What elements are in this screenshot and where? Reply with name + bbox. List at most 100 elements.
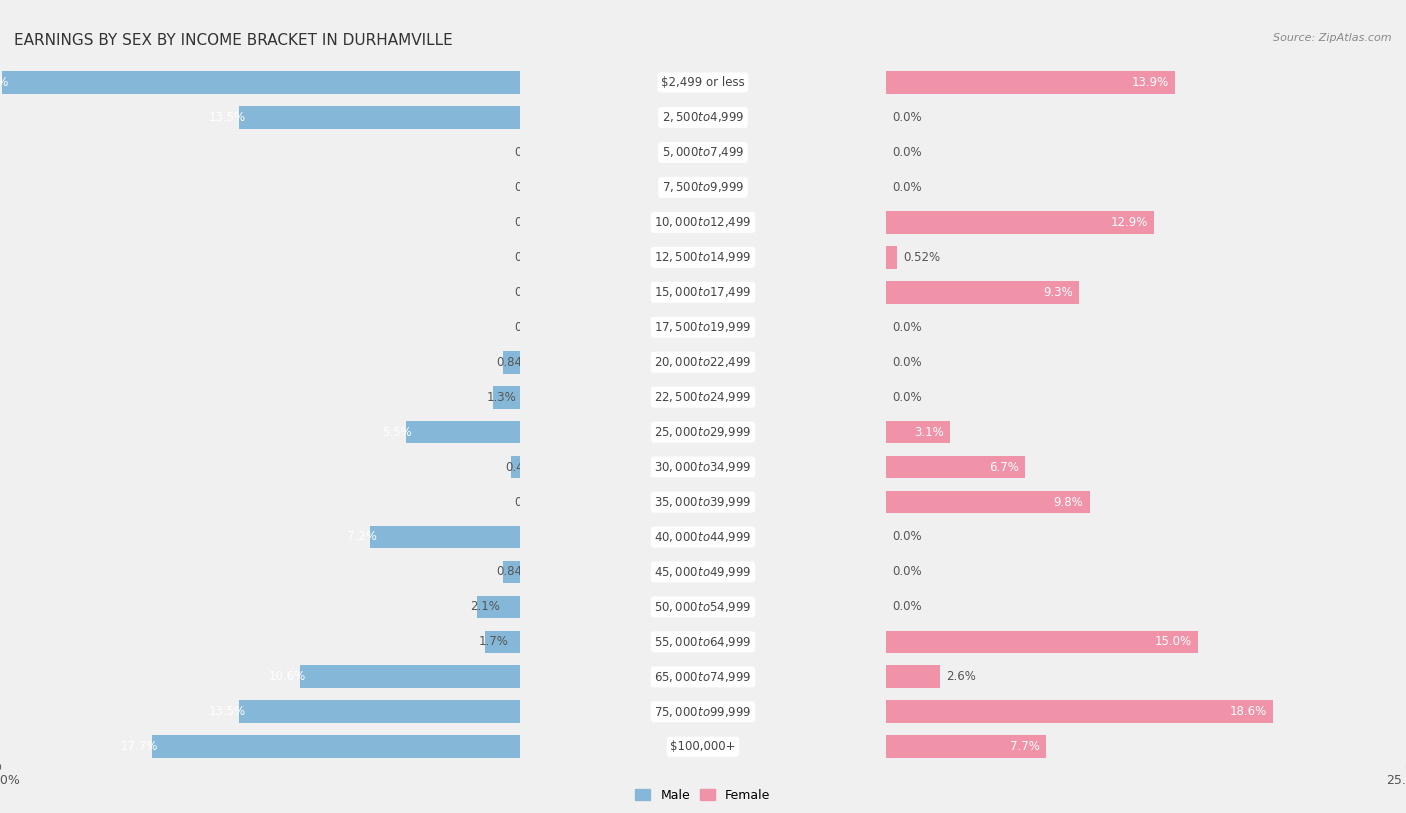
Text: $45,000 to $49,999: $45,000 to $49,999 — [654, 565, 752, 579]
Bar — [520, 485, 1406, 520]
Bar — [520, 520, 1406, 554]
Bar — [0, 135, 520, 170]
Bar — [520, 659, 1406, 694]
Bar — [239, 107, 520, 128]
Bar — [520, 554, 1406, 589]
Text: 0.0%: 0.0% — [891, 391, 922, 403]
Bar — [370, 526, 520, 548]
Text: 0.84%: 0.84% — [496, 356, 534, 368]
Bar — [0, 310, 886, 345]
Bar — [520, 589, 1406, 624]
Bar — [0, 65, 886, 100]
Text: $2,500 to $4,999: $2,500 to $4,999 — [662, 111, 744, 124]
Bar — [520, 100, 1406, 135]
Text: 0.0%: 0.0% — [515, 216, 544, 228]
Text: $55,000 to $64,999: $55,000 to $64,999 — [654, 635, 752, 649]
Text: 0.0%: 0.0% — [515, 181, 544, 193]
Text: 0.0%: 0.0% — [891, 531, 922, 543]
Text: 0.0%: 0.0% — [891, 321, 922, 333]
Text: 13.5%: 13.5% — [208, 111, 246, 124]
Bar — [152, 736, 520, 758]
Bar — [520, 345, 1406, 380]
Bar — [239, 701, 520, 723]
Text: 10.6%: 10.6% — [269, 671, 307, 683]
Bar — [520, 170, 1406, 205]
Text: 0.0%: 0.0% — [891, 146, 922, 159]
Bar — [0, 100, 520, 135]
Bar — [512, 456, 520, 478]
Text: 6.7%: 6.7% — [988, 461, 1019, 473]
Bar — [1, 72, 520, 93]
Bar — [0, 589, 886, 624]
Bar — [886, 491, 1090, 513]
Text: $65,000 to $74,999: $65,000 to $74,999 — [654, 670, 752, 684]
Bar — [0, 170, 520, 205]
Bar — [0, 624, 886, 659]
Text: $15,000 to $17,499: $15,000 to $17,499 — [654, 285, 752, 299]
Text: 0.0%: 0.0% — [891, 356, 922, 368]
Bar — [0, 275, 520, 310]
Text: 2.6%: 2.6% — [946, 671, 976, 683]
Text: 1.7%: 1.7% — [478, 636, 509, 648]
Bar — [0, 310, 520, 345]
Text: $75,000 to $99,999: $75,000 to $99,999 — [654, 705, 752, 719]
Bar — [520, 694, 1406, 729]
Bar — [0, 450, 886, 485]
Bar — [886, 246, 897, 268]
Text: 0.0%: 0.0% — [891, 111, 922, 124]
Bar — [0, 450, 520, 485]
Bar — [0, 589, 520, 624]
Bar — [886, 281, 1080, 303]
Text: 17.7%: 17.7% — [121, 741, 157, 753]
Bar — [0, 240, 520, 275]
Text: 0.0%: 0.0% — [515, 146, 544, 159]
Text: 2.1%: 2.1% — [470, 601, 501, 613]
Bar — [0, 240, 886, 275]
Bar — [0, 205, 520, 240]
Text: 0.0%: 0.0% — [515, 496, 544, 508]
Text: $20,000 to $22,499: $20,000 to $22,499 — [654, 355, 752, 369]
Bar — [886, 456, 1025, 478]
Bar — [0, 485, 886, 520]
Bar — [0, 170, 886, 205]
Text: 0.0%: 0.0% — [515, 251, 544, 263]
Bar — [520, 65, 1406, 100]
Text: $17,500 to $19,999: $17,500 to $19,999 — [654, 320, 752, 334]
Bar — [886, 211, 1154, 233]
Text: $10,000 to $12,499: $10,000 to $12,499 — [654, 215, 752, 229]
Text: 0.0%: 0.0% — [515, 286, 544, 298]
Bar — [0, 729, 520, 764]
Bar — [0, 659, 520, 694]
Bar — [503, 561, 520, 583]
Text: 18.6%: 18.6% — [1229, 706, 1267, 718]
Bar — [520, 415, 1406, 450]
Text: $22,500 to $24,999: $22,500 to $24,999 — [654, 390, 752, 404]
Bar — [520, 205, 1406, 240]
Bar — [0, 694, 520, 729]
Bar — [0, 624, 520, 659]
Bar — [0, 65, 520, 100]
Bar — [485, 631, 520, 653]
Bar — [520, 310, 1406, 345]
Bar — [520, 729, 1406, 764]
Bar — [520, 624, 1406, 659]
Bar — [886, 72, 1175, 93]
Text: $30,000 to $34,999: $30,000 to $34,999 — [654, 460, 752, 474]
Bar — [0, 520, 886, 554]
Bar — [520, 450, 1406, 485]
Text: $40,000 to $44,999: $40,000 to $44,999 — [654, 530, 752, 544]
Bar — [0, 100, 886, 135]
Bar — [886, 736, 1046, 758]
Text: 0.84%: 0.84% — [496, 566, 534, 578]
Text: 12.9%: 12.9% — [1111, 216, 1147, 228]
Text: 13.5%: 13.5% — [208, 706, 246, 718]
Bar — [0, 694, 886, 729]
Bar — [0, 485, 520, 520]
Text: 0.0%: 0.0% — [891, 601, 922, 613]
Bar — [406, 421, 520, 443]
Bar — [0, 520, 520, 554]
Text: 15.0%: 15.0% — [1154, 636, 1192, 648]
Bar — [520, 240, 1406, 275]
Text: 24.9%: 24.9% — [0, 76, 8, 89]
Text: $50,000 to $54,999: $50,000 to $54,999 — [654, 600, 752, 614]
